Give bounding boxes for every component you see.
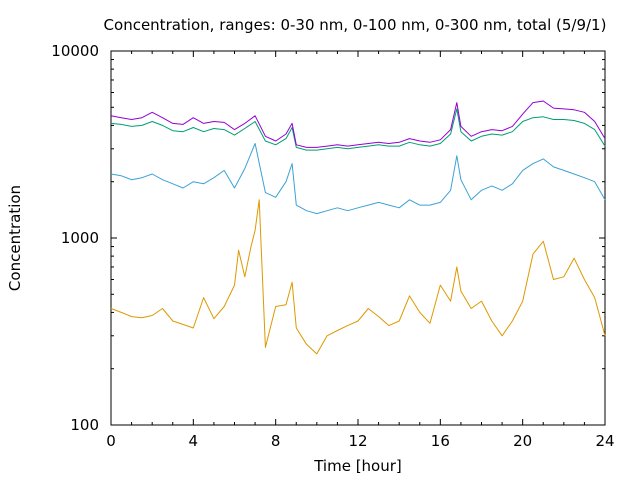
x-tick-label: 4 bbox=[189, 432, 199, 450]
y-tick-label: 100 bbox=[70, 416, 99, 434]
x-tick-label: 24 bbox=[595, 432, 614, 450]
y-axis-ticks: 100 1000 10000 bbox=[51, 42, 99, 434]
plot-frame bbox=[110, 50, 606, 426]
series-line-1 bbox=[110, 199, 606, 355]
series-line-2 bbox=[110, 143, 606, 215]
x-tick-label: 20 bbox=[513, 432, 532, 450]
tick-marks bbox=[110, 50, 606, 426]
series-line-3 bbox=[110, 108, 606, 151]
y-axis-title: Concentration bbox=[6, 185, 24, 291]
x-tick-label: 0 bbox=[106, 432, 116, 450]
x-axis-ticks: 0 4 8 12 16 20 24 bbox=[106, 432, 614, 450]
x-tick-label: 8 bbox=[271, 432, 281, 450]
series-line-4 bbox=[110, 100, 606, 148]
y-tick-label: 1000 bbox=[61, 229, 99, 247]
x-axis-title: Time [hour] bbox=[313, 457, 402, 475]
y-tick-label: 10000 bbox=[51, 42, 99, 60]
x-tick-label: 16 bbox=[431, 432, 450, 450]
series-layer bbox=[110, 100, 606, 355]
x-tick-label: 12 bbox=[348, 432, 367, 450]
chart-title: Concentration, ranges: 0-30 nm, 0-100 nm… bbox=[104, 16, 607, 34]
